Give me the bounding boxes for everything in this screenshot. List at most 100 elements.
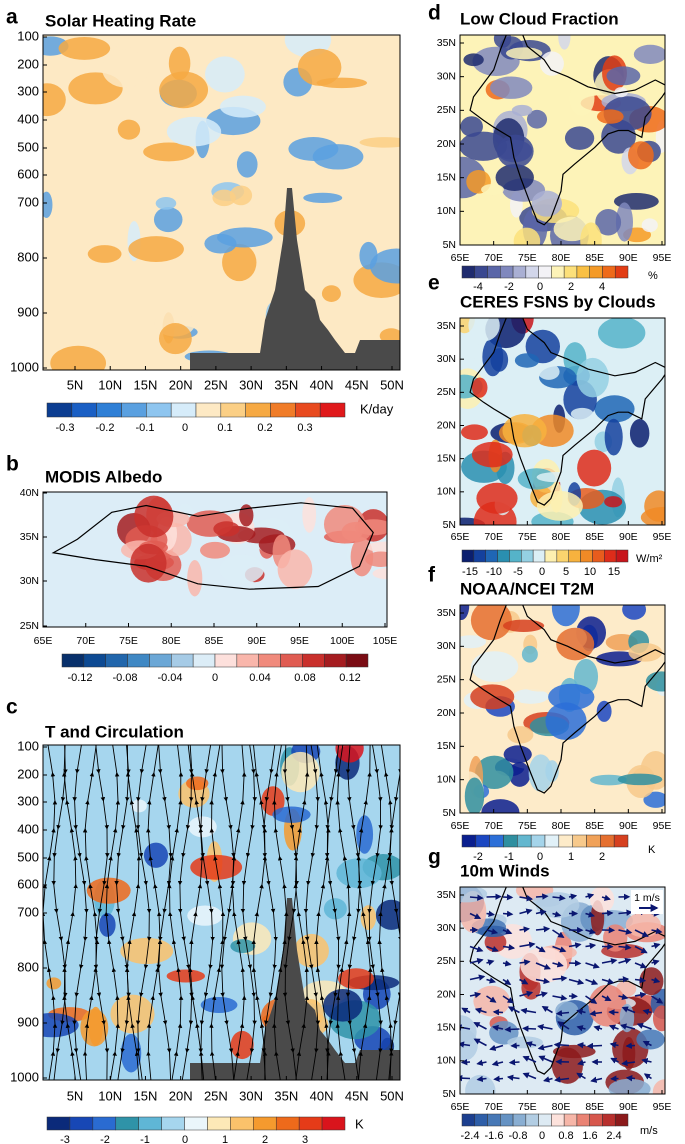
colorbar-swatch xyxy=(532,549,546,563)
x-tick-label: 95E xyxy=(653,820,672,832)
colorbar-swatch xyxy=(485,549,498,563)
x-tick-label: 30N xyxy=(239,377,263,392)
colorbar-swatch xyxy=(171,653,194,668)
x-tick-label: 70E xyxy=(484,820,503,832)
colorbar-swatch xyxy=(512,265,527,279)
colorbar-label: -1 xyxy=(140,1134,150,1144)
wind-vector xyxy=(641,1057,652,1065)
colorbar-swatch xyxy=(614,265,629,279)
wind-vector xyxy=(610,1057,619,1064)
x-tick-label: 85E xyxy=(585,1101,604,1113)
contour-blob xyxy=(337,968,375,990)
contour-blob xyxy=(577,449,612,487)
colorbar-swatch xyxy=(614,1113,629,1127)
colorbar-swatch xyxy=(230,1116,254,1131)
contour-blob xyxy=(628,643,663,662)
colorbar-label: -0.08 xyxy=(112,672,137,684)
contour-blob xyxy=(230,1030,254,1060)
colorbar-swatch xyxy=(615,549,629,563)
colorbar-swatch xyxy=(517,834,532,848)
contour-blob xyxy=(460,116,483,137)
contour-blob xyxy=(372,568,387,580)
y-tick-label: 900 xyxy=(17,304,39,319)
colorbar-swatch xyxy=(544,834,560,848)
colorbar-swatch xyxy=(461,834,477,848)
contour-blob xyxy=(508,762,531,787)
contour-blob xyxy=(200,996,238,1013)
y-tick-label: 35N xyxy=(20,531,39,543)
contour-blob xyxy=(205,56,245,93)
contour-blob xyxy=(87,245,122,263)
x-tick-label: 25N xyxy=(204,377,228,392)
contour-blob xyxy=(473,985,511,1017)
colorbar-swatch xyxy=(489,834,504,848)
contour-blob xyxy=(213,521,240,537)
contour-blob xyxy=(595,208,622,236)
contour-blob xyxy=(323,988,363,1022)
colorbar-swatch xyxy=(538,1113,552,1127)
wind-vector xyxy=(601,910,614,917)
colorbar-swatch xyxy=(69,1116,94,1131)
contour-blob xyxy=(236,151,258,178)
colorbar-label: -2 xyxy=(100,1134,110,1144)
contour-blob xyxy=(594,395,635,423)
wind-vector xyxy=(461,1007,471,1014)
panel-letter: b xyxy=(6,453,19,476)
contour-blob xyxy=(470,684,515,710)
x-tick-label: 75E xyxy=(518,820,537,832)
colorbar-label: 2 xyxy=(568,281,574,293)
wind-vector xyxy=(502,978,512,986)
x-tick-label: 65E xyxy=(451,1101,470,1113)
contour-blob xyxy=(212,189,236,207)
contour-blob xyxy=(43,83,66,117)
contour-blob xyxy=(199,541,231,559)
wind-vector xyxy=(552,911,562,918)
y-tick-label: 800 xyxy=(17,959,39,974)
colorbar-label: 3 xyxy=(302,1134,308,1144)
contour-blob xyxy=(490,76,533,99)
wind-vector xyxy=(552,929,565,938)
contour-blob xyxy=(379,328,400,344)
colorbar-swatch xyxy=(551,265,565,279)
coastline xyxy=(469,605,665,794)
colorbar-swatch xyxy=(61,653,85,668)
wind-vector xyxy=(476,1075,487,1083)
colorbar-swatch xyxy=(586,834,601,848)
contour-blob xyxy=(143,142,195,162)
contour-blob xyxy=(640,506,665,525)
wind-vector xyxy=(608,1024,619,1031)
x-tick-label: 20N xyxy=(169,1088,193,1103)
contour-blob xyxy=(217,227,273,248)
panel-title: MODIS Albedo xyxy=(45,467,162,486)
plot-frame xyxy=(459,317,666,526)
y-tick-label: 40N xyxy=(20,487,39,499)
colorbar-swatch xyxy=(600,834,615,848)
y-tick-label: 5N xyxy=(443,1088,456,1100)
streamline xyxy=(324,745,341,1080)
x-tick-label: 5N xyxy=(67,377,84,392)
x-tick-label: 15N xyxy=(134,1088,158,1103)
wind-vector xyxy=(618,928,633,935)
colorbar-swatch xyxy=(270,402,296,418)
contour-blob xyxy=(531,190,563,217)
contour-blob xyxy=(556,627,595,661)
y-tick-label: 15N xyxy=(437,740,456,752)
x-tick-label: 45N xyxy=(345,1088,369,1103)
x-tick-label: 90E xyxy=(619,1101,638,1113)
x-tick-label: 45N xyxy=(345,377,369,392)
wind-vector xyxy=(577,1059,586,1066)
colorbar-swatch xyxy=(195,402,222,418)
x-tick-label: 75E xyxy=(119,635,138,647)
colorbar-swatch xyxy=(602,1113,616,1127)
x-tick-label: 50N xyxy=(380,377,404,392)
panel-letter: c xyxy=(6,696,18,719)
y-tick-label: 10N xyxy=(437,1055,456,1067)
y-tick-label: 35N xyxy=(437,607,456,619)
y-tick-label: 20N xyxy=(437,138,456,150)
colorbar-label: -2 xyxy=(473,851,483,863)
wind-vector xyxy=(519,959,531,966)
colorbar-label: 1.6 xyxy=(582,1130,597,1142)
contour-blob xyxy=(550,481,563,513)
colorbar-unit: K xyxy=(355,1116,364,1131)
